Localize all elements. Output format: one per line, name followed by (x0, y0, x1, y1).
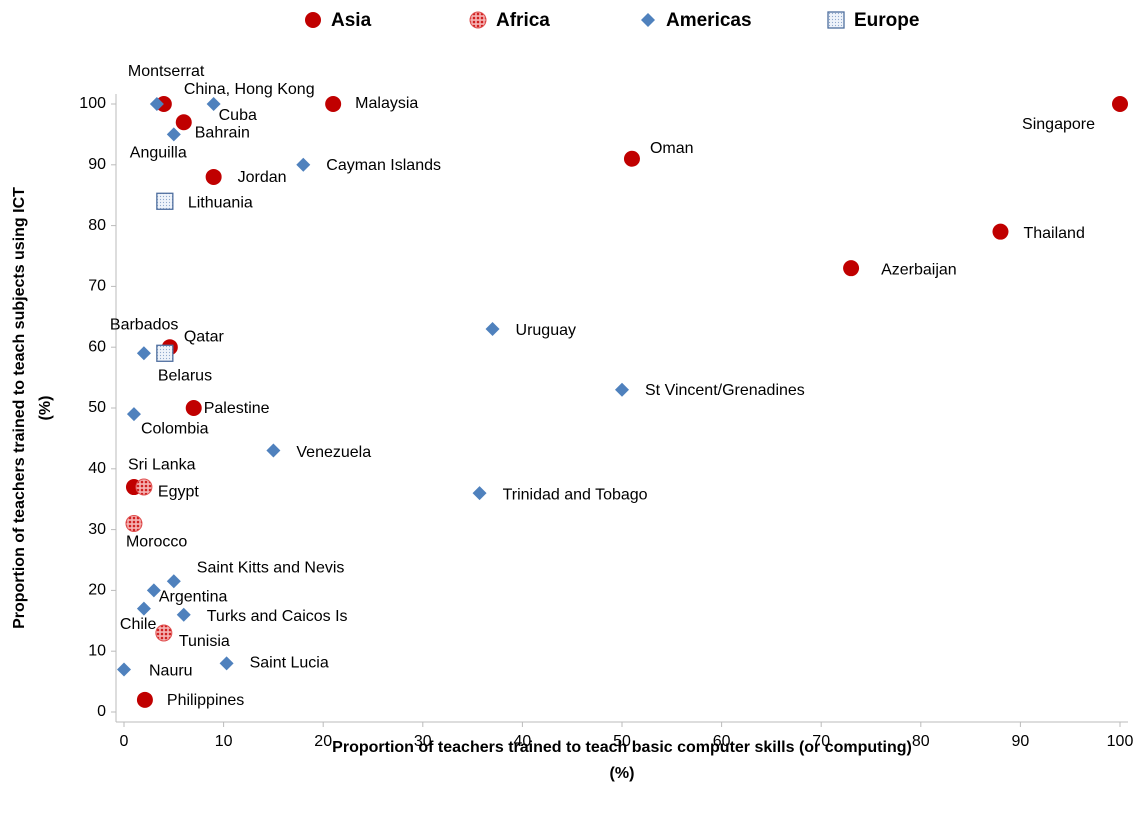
y-tick-label: 0 (97, 703, 106, 720)
point (472, 486, 487, 501)
point (136, 691, 153, 708)
point-label: Saint Lucia (250, 655, 329, 672)
y-tick-label: 90 (88, 156, 106, 173)
point (117, 662, 131, 677)
point (623, 150, 640, 167)
point (156, 192, 174, 210)
y-tick-label: 20 (88, 582, 106, 599)
legend-marker (641, 13, 655, 27)
point-label: Trinidad and Tobago (503, 486, 648, 503)
legend-marker (305, 12, 321, 28)
point-label: Chile (120, 616, 157, 633)
point-label: Jordan (238, 169, 287, 186)
point-label: Turks and Caicos Is (207, 608, 348, 625)
point (146, 583, 161, 598)
point-label: St Vincent/Grenadines (645, 382, 805, 399)
legend-label: Asia (331, 10, 372, 31)
point-label: Malaysia (355, 95, 418, 112)
y-tick-label: 50 (88, 399, 106, 416)
point (136, 346, 151, 361)
point-label: Tunisia (179, 633, 230, 650)
point-label: Bahrain (195, 124, 250, 141)
point (325, 96, 342, 112)
y-tick-label: 60 (88, 338, 106, 355)
x-tick-label: 10 (215, 733, 233, 750)
point-label: Egypt (158, 483, 199, 500)
point (843, 260, 860, 277)
point (176, 607, 191, 622)
x-tick-label: 100 (1107, 733, 1134, 750)
x-tick-label: 80 (912, 733, 930, 750)
point-label: Argentina (159, 589, 228, 606)
point (126, 407, 141, 422)
x-tick-label: 30 (414, 733, 432, 750)
point (135, 478, 153, 496)
point-label: Montserrat (128, 63, 205, 80)
point (1112, 96, 1128, 112)
x-tick-label: 70 (812, 733, 830, 750)
x-axis-title: Proportion of teachers trained to teach … (332, 739, 912, 756)
y-axis-title: Proportion of teachers trained to teach … (11, 187, 28, 629)
point-label: Philippines (167, 692, 244, 709)
point (175, 114, 192, 131)
point (155, 624, 173, 642)
point (205, 168, 222, 185)
point-label: Cayman Islands (326, 157, 441, 174)
x-tick-label: 0 (120, 733, 129, 750)
y-tick-label: 100 (79, 95, 106, 112)
point (992, 223, 1009, 240)
point-label: Palestine (204, 400, 270, 417)
point (296, 157, 311, 172)
x-axis-title: (%) (610, 765, 635, 782)
x-tick-label: 40 (514, 733, 532, 750)
point (166, 574, 181, 589)
y-tick-label: 80 (88, 217, 106, 234)
legend-label: Europe (854, 10, 919, 31)
point-label: Oman (650, 140, 694, 157)
point (136, 601, 151, 616)
point (125, 515, 143, 533)
point-label: Singapore (1022, 116, 1095, 133)
point (149, 97, 164, 111)
point (615, 382, 629, 397)
x-tick-label: 90 (1012, 733, 1030, 750)
point (206, 97, 221, 111)
point-label: Nauru (149, 663, 193, 680)
legend-marker (827, 11, 845, 29)
point-label: Colombia (141, 420, 209, 437)
point-label: Qatar (184, 328, 225, 345)
legend-marker (469, 11, 487, 29)
x-tick-label: 20 (314, 733, 332, 750)
point (266, 443, 281, 458)
point-label: Saint Kitts and Nevis (197, 559, 345, 576)
point-label: Sri Lanka (128, 456, 196, 473)
point (485, 321, 500, 336)
y-tick-label: 70 (88, 278, 106, 295)
x-tick-label: 50 (613, 733, 631, 750)
point-label: Belarus (158, 367, 212, 384)
point (156, 344, 174, 362)
x-tick-label: 60 (713, 733, 731, 750)
point (166, 127, 181, 142)
legend-label: Americas (666, 10, 752, 31)
y-tick-label: 40 (88, 460, 106, 477)
point-label: Venezuela (296, 444, 371, 461)
point (185, 400, 202, 416)
legend-label: Africa (496, 10, 550, 31)
point-label: Azerbaijan (881, 261, 957, 278)
point-label: China, Hong Kong (184, 81, 315, 98)
point-label: Anguilla (130, 145, 187, 162)
y-axis-title: (%) (37, 396, 54, 421)
y-tick-label: 10 (88, 642, 106, 659)
point-label: Cuba (219, 107, 257, 124)
point-label: Uruguay (516, 322, 576, 339)
point-label: Lithuania (188, 194, 253, 211)
point-label: Thailand (1023, 225, 1084, 242)
point-label: Morocco (126, 534, 187, 551)
point (219, 656, 234, 671)
y-tick-label: 30 (88, 521, 106, 538)
point-label: Barbados (110, 316, 179, 333)
